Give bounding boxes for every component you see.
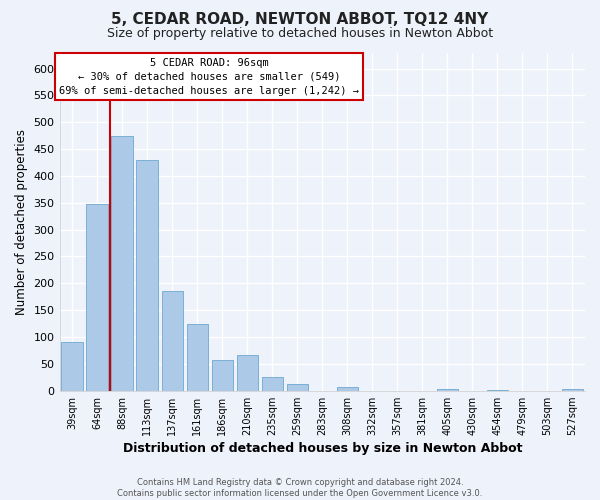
Bar xyxy=(337,388,358,390)
Bar xyxy=(236,354,258,390)
Bar xyxy=(262,378,283,390)
Bar xyxy=(86,204,108,390)
Text: Contains HM Land Registry data © Crown copyright and database right 2024.
Contai: Contains HM Land Registry data © Crown c… xyxy=(118,478,482,498)
Bar xyxy=(212,360,233,390)
Bar xyxy=(161,292,183,390)
X-axis label: Distribution of detached houses by size in Newton Abbot: Distribution of detached houses by size … xyxy=(122,442,522,455)
Text: Size of property relative to detached houses in Newton Abbot: Size of property relative to detached ho… xyxy=(107,28,493,40)
Bar xyxy=(562,389,583,390)
Bar xyxy=(112,136,133,390)
Text: 5, CEDAR ROAD, NEWTON ABBOT, TQ12 4NY: 5, CEDAR ROAD, NEWTON ABBOT, TQ12 4NY xyxy=(112,12,488,28)
Bar xyxy=(136,160,158,390)
Y-axis label: Number of detached properties: Number of detached properties xyxy=(15,128,28,314)
Bar xyxy=(187,324,208,390)
Bar xyxy=(61,342,83,390)
Text: 5 CEDAR ROAD: 96sqm
← 30% of detached houses are smaller (549)
69% of semi-detac: 5 CEDAR ROAD: 96sqm ← 30% of detached ho… xyxy=(59,58,359,96)
Bar xyxy=(437,388,458,390)
Bar xyxy=(287,384,308,390)
